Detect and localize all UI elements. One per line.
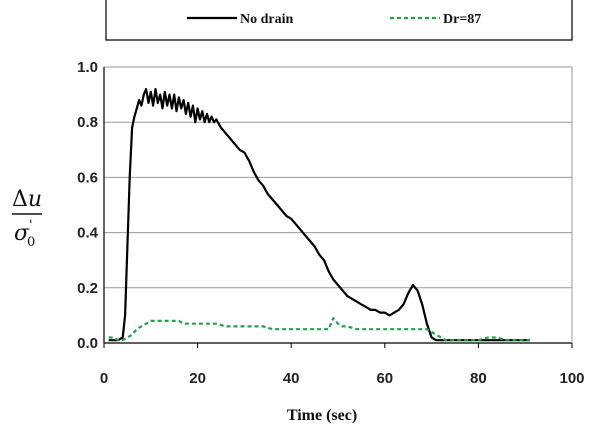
y-tick-label: 0.0: [77, 335, 98, 352]
y-tick-label: 1.0: [77, 59, 98, 76]
x-tick-labels: 0 20 40 60 80 100: [100, 370, 585, 387]
axes: [103, 67, 573, 348]
y-axis-title-u: u: [28, 187, 42, 212]
x-tick-label: 40: [283, 370, 300, 387]
y-axis-title-denominator: σ: [14, 221, 30, 246]
series-line-dr87: [108, 317, 530, 342]
y-axis-title-numerator: Δu: [12, 187, 42, 212]
gridlines: [104, 66, 572, 289]
x-tick-label: 20: [189, 370, 206, 387]
y-axis-title-prime: ': [29, 218, 33, 233]
series-line-no-drain: [108, 87, 530, 342]
x-tick-label: 60: [376, 370, 393, 387]
legend: No drain Dr=87: [105, 0, 573, 41]
legend-frame: [105, 0, 573, 41]
legend-label-no-drain: No drain: [240, 12, 294, 27]
x-tick-label: 80: [470, 370, 487, 387]
y-tick-label: 0.2: [77, 280, 98, 297]
y-axis-title: Δu σ 0 ': [12, 187, 42, 250]
y-axis-title-subscript: 0: [27, 235, 35, 250]
x-tick-label: 100: [559, 370, 584, 387]
y-tick-labels: 0.0 0.2 0.4 0.6 0.8 1.0: [77, 59, 99, 352]
x-axis-title: Time (sec): [287, 407, 357, 424]
legend-label-dr87: Dr=87: [443, 12, 481, 27]
x-tick-label: 0: [100, 370, 108, 387]
series-lines: [108, 87, 530, 342]
y-axis-title-delta: Δ: [12, 187, 28, 212]
y-tick-label: 0.8: [77, 114, 98, 131]
y-tick-label: 0.6: [77, 169, 98, 186]
y-axis-title-sigma: σ: [14, 221, 30, 246]
y-tick-label: 0.4: [77, 225, 99, 242]
